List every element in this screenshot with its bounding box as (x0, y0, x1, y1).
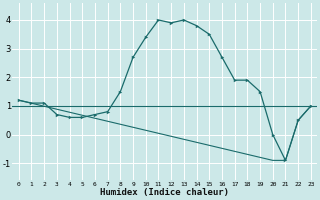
X-axis label: Humidex (Indice chaleur): Humidex (Indice chaleur) (100, 188, 229, 197)
